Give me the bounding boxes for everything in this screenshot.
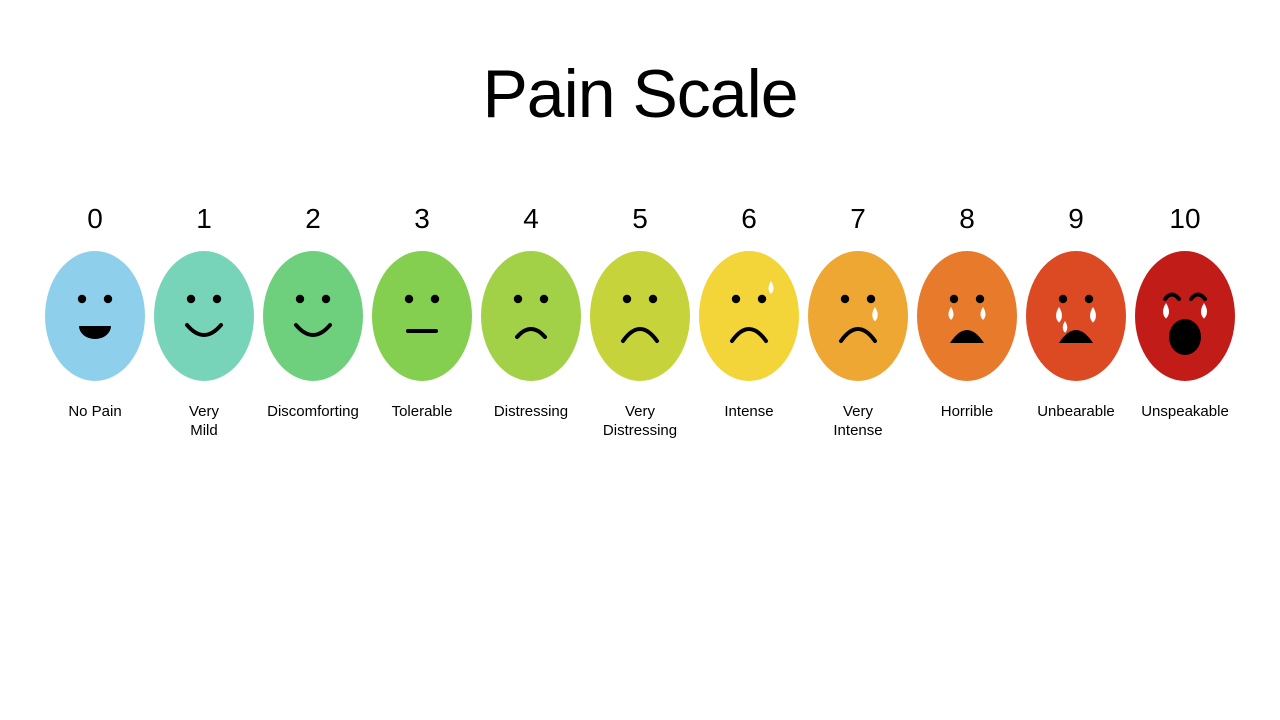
face-icon (481, 251, 581, 381)
scale-label: Tolerable (392, 403, 453, 422)
scale-number: 5 (632, 203, 648, 235)
title: Pain Scale (482, 55, 797, 133)
scale-number: 9 (1068, 203, 1084, 235)
face-icon (372, 251, 472, 381)
face-icon (45, 251, 145, 381)
scale-item-0: 0 No Pain (45, 203, 145, 441)
face-icon (1135, 251, 1235, 381)
scale-label: Very Intense (833, 403, 882, 441)
face-icon (917, 251, 1017, 381)
face-icon (590, 251, 690, 381)
scale-number: 2 (305, 203, 321, 235)
scale-item-8: 8 Horrible (917, 203, 1017, 441)
face-icon (1026, 251, 1126, 381)
scale-number: 7 (850, 203, 866, 235)
face-icon (154, 251, 254, 381)
scale-item-10: 10 Unspeakable (1135, 203, 1235, 441)
scale-item-5: 5 Very Distressing (590, 203, 690, 441)
scale-item-7: 7 Very Intense (808, 203, 908, 441)
scale-label: Unbearable (1037, 403, 1115, 422)
scale-number: 1 (196, 203, 212, 235)
scale-item-6: 6 Intense (699, 203, 799, 441)
scale-number: 0 (87, 203, 103, 235)
scale-number: 3 (414, 203, 430, 235)
face-icon (699, 251, 799, 381)
scale-label: Intense (724, 403, 773, 422)
scale-label: Distressing (494, 403, 568, 422)
pain-scale-infographic: Pain Scale 0 No Pain 1 Very Mild 2 Discomfort… (0, 0, 1280, 720)
scale-number: 8 (959, 203, 975, 235)
scale-item-2: 2 Discomforting (263, 203, 363, 441)
scale-label: No Pain (68, 403, 121, 422)
face-icon (808, 251, 908, 381)
scale-item-1: 1 Very Mild (154, 203, 254, 441)
scale-number: 6 (741, 203, 757, 235)
scale-label: Horrible (941, 403, 994, 422)
scale-item-9: 9 Unbearable (1026, 203, 1126, 441)
scale-label: Very Distressing (603, 403, 677, 441)
scale-item-3: 3 Tolerable (372, 203, 472, 441)
faces-row: 0 No Pain 1 Very Mild 2 Discomforting 3 Tolerab… (0, 203, 1280, 441)
scale-label: Unspeakable (1141, 403, 1229, 422)
face-icon (263, 251, 363, 381)
scale-number: 10 (1169, 203, 1200, 235)
scale-number: 4 (523, 203, 539, 235)
scale-label: Discomforting (267, 403, 359, 422)
scale-label: Very Mild (189, 403, 219, 441)
scale-item-4: 4 Distressing (481, 203, 581, 441)
